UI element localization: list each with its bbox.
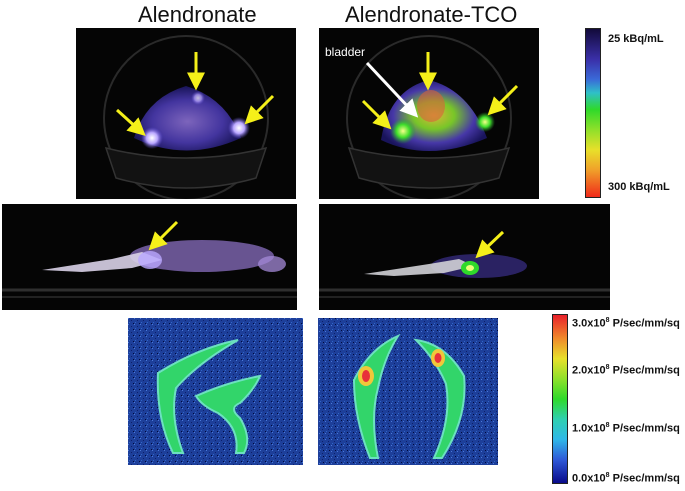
pet-scale-bottom-label: 300 kBq/mL [608,181,670,193]
optical-image-alendronate-tco [318,318,498,465]
pet-scale-top-label: 25 kBq/mL [608,33,664,45]
pet-colorbar [585,28,601,198]
pet-axial-alendronate [76,28,296,199]
optical-colorbar [552,314,568,484]
pet-sagittal-alendronate-tco [319,204,610,310]
title-alendronate-tco: Alendronate-TCO [345,2,518,27]
pet-sagittal-alendronate [2,204,297,310]
optical-scale-label-0: 0.0x108 P/sec/mm/sq [572,472,680,485]
bladder-label: bladder [325,45,366,59]
title-alendronate: Alendronate [138,2,257,27]
optical-scale-label-1: 1.0x108 P/sec/mm/sq [572,422,680,435]
optical-scale-label-2: 2.0x108 P/sec/mm/sq [572,364,680,377]
optical-scale-label-3: 3.0x108 P/sec/mm/sq [572,317,680,330]
optical-image-alendronate [128,318,303,465]
